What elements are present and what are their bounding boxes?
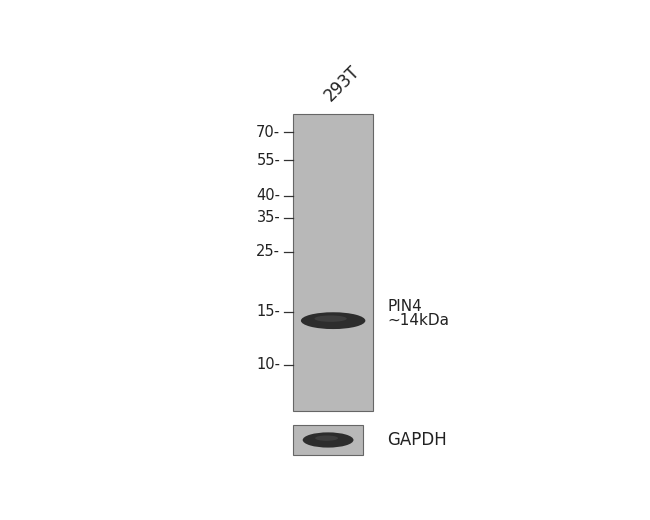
Text: ~14kDa: ~14kDa	[387, 313, 449, 328]
Text: 10-: 10-	[256, 357, 280, 372]
Ellipse shape	[315, 316, 346, 322]
Text: 35-: 35-	[257, 210, 280, 225]
Text: 70-: 70-	[256, 125, 280, 140]
Text: PIN4: PIN4	[387, 299, 422, 314]
Text: 55-: 55-	[256, 153, 280, 168]
Text: 25-: 25-	[256, 244, 280, 259]
Ellipse shape	[315, 435, 338, 441]
Text: GAPDH: GAPDH	[387, 431, 447, 449]
Bar	[292, 425, 363, 455]
Text: 293T: 293T	[320, 62, 363, 105]
Ellipse shape	[303, 432, 354, 448]
Text: 15-: 15-	[256, 304, 280, 319]
Text: 40-: 40-	[256, 188, 280, 203]
Bar	[292, 114, 373, 411]
Ellipse shape	[301, 312, 365, 329]
